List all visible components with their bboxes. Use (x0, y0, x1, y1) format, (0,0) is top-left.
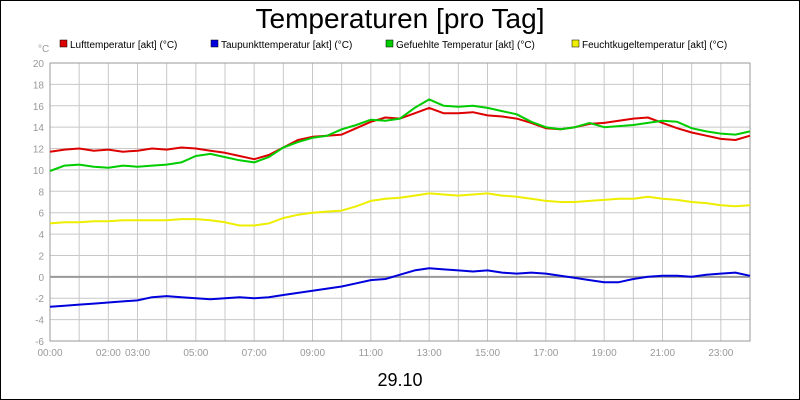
x-axis: 00:00 02:00 03:00 05:00 07:00 09:00 11:00 13:00… (37, 348, 733, 359)
grid (49, 62, 751, 342)
x-tick-label: 21:00 (650, 348, 675, 359)
legend-label: Gefuehlte Temperatur [akt] (°C) (396, 40, 535, 51)
x-tick-label: 09:00 (300, 348, 325, 359)
x-tick-label: 03:00 (125, 348, 150, 359)
legend-swatch (571, 39, 580, 48)
y-tick-label: 0 (38, 273, 44, 284)
x-tick-label: 17:00 (533, 348, 558, 359)
y-tick-label: 12 (33, 145, 45, 156)
series-layer (49, 98, 751, 308)
series-line-2 (49, 267, 751, 308)
x-tick-label: 19:00 (592, 348, 617, 359)
y-tick-label: -2 (35, 294, 44, 305)
y-tick-label: 18 (33, 80, 45, 91)
x-tick-label: 11:00 (359, 348, 384, 359)
y-tick-label: 2 (38, 251, 44, 262)
y-tick-label: -6 (35, 337, 44, 348)
x-tick-label: 00:00 (37, 348, 62, 359)
series-line-3 (49, 98, 751, 172)
x-tick-label: 05:00 (183, 348, 208, 359)
y-tick-label: 14 (33, 123, 45, 134)
chart-title: Temperaturen [pro Tag] (256, 3, 545, 34)
y-tick-label: 16 (33, 102, 45, 113)
x-tick-label: 23:00 (708, 348, 733, 359)
legend-label: Feuchtkugeltemperatur [akt] (°C) (582, 40, 727, 51)
x-tick-label: 02:00 (96, 348, 121, 359)
legend-label: Taupunkttemperatur [akt] (°C) (221, 40, 352, 51)
y-tick-label: 20 (33, 59, 45, 70)
x-tick-label: 07:00 (242, 348, 267, 359)
series-line-4 (49, 192, 751, 227)
legend-label: Lufttemperatur [akt] (°C) (70, 40, 177, 51)
y-axis: -6 -4 -2 0 2 4 6 8 10 12 14 16 18 20 (33, 59, 45, 348)
y-tick-label: -4 (35, 316, 44, 327)
y-tick-label: 6 (38, 209, 44, 220)
date-label: 29.10 (377, 370, 422, 390)
x-tick-label: 15:00 (475, 348, 500, 359)
legend-swatch (210, 39, 219, 48)
legend: Lufttemperatur [akt] (°C) Taupunkttempera… (59, 39, 727, 51)
plot-border (49, 62, 751, 342)
y-tick-label: 10 (33, 166, 45, 177)
legend-swatch (59, 39, 68, 48)
y-axis-unit: °C (38, 44, 49, 55)
y-tick-label: 4 (38, 230, 44, 241)
x-tick-label: 13:00 (417, 348, 442, 359)
y-tick-label: 8 (38, 187, 44, 198)
legend-swatch (385, 39, 394, 48)
